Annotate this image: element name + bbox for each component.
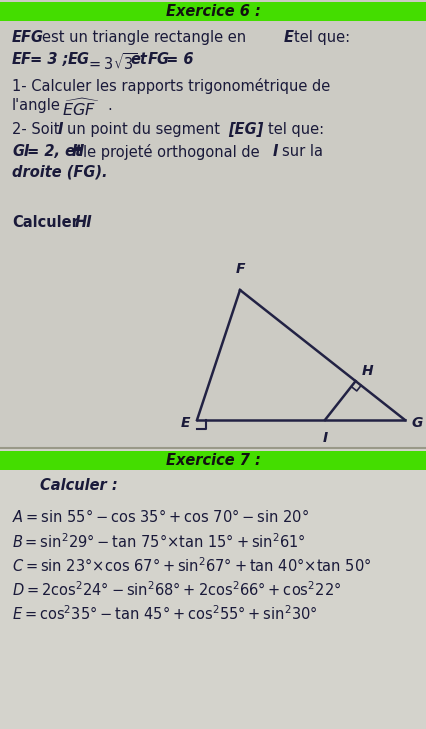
Text: $E = \cos^2\!35°-\tan\,45°+\cos^2\!55°+\sin^2\!30°$: $E = \cos^2\!35°-\tan\,45°+\cos^2\!55°+\… [12, 604, 317, 623]
Text: 2- Soit: 2- Soit [12, 122, 60, 137]
Text: tel que:: tel que: [268, 122, 324, 137]
Text: FG: FG [148, 52, 170, 67]
Text: H: H [362, 364, 374, 378]
Text: H: H [72, 144, 84, 159]
Text: $C = \sin\,23°{\times}\cos\,67°+\sin^2\!67°+\tan\,40°{\times}\tan\,50°$: $C = \sin\,23°{\times}\cos\,67°+\sin^2\!… [12, 556, 371, 574]
Text: est un triangle rectangle en: est un triangle rectangle en [42, 30, 246, 45]
Text: un point du segment: un point du segment [67, 122, 220, 137]
Bar [0, 2, 426, 21]
Text: sur la: sur la [282, 144, 323, 159]
Text: droite (FG).: droite (FG). [12, 164, 107, 179]
Text: $A = \sin\,55°-\cos\,35°+\cos\,70°-\sin\,20°$: $A = \sin\,55°-\cos\,35°+\cos\,70°-\sin\… [12, 508, 309, 525]
Bar [0, 449, 426, 729]
Text: G: G [412, 416, 423, 430]
Text: [EG]: [EG] [228, 122, 263, 137]
Text: .: . [107, 98, 112, 113]
Text: $= 3\sqrt{3}$: $= 3\sqrt{3}$ [86, 52, 137, 73]
Bar [0, 451, 426, 470]
Text: F: F [235, 262, 245, 276]
Text: EFG: EFG [12, 30, 44, 45]
Text: et: et [130, 52, 147, 67]
Text: EF: EF [12, 52, 32, 67]
Text: GI: GI [12, 144, 29, 159]
Text: $\widehat{EGF}$: $\widehat{EGF}$ [62, 98, 100, 120]
Text: I: I [58, 122, 63, 137]
Text: EG: EG [68, 52, 90, 67]
Text: $D = 2\cos^2\!24°-\sin^2\!68°+2\cos^2\!66°+\cos^2\!22°$: $D = 2\cos^2\!24°-\sin^2\!68°+2\cos^2\!6… [12, 580, 341, 599]
Text: E: E [180, 416, 190, 430]
Text: I: I [322, 431, 328, 445]
Text: $B = \sin^2\!29°-\tan\,75°{\times}\tan\,15°+\sin^2\!61°$: $B = \sin^2\!29°-\tan\,75°{\times}\tan\,… [12, 532, 306, 550]
Text: = 6: = 6 [166, 52, 193, 67]
Text: E: E [284, 30, 294, 45]
Text: le projeté orthogonal de: le projeté orthogonal de [83, 144, 259, 160]
Text: HI: HI [75, 215, 93, 230]
Text: Exercice 6 :: Exercice 6 : [166, 4, 260, 19]
Text: Calculer :: Calculer : [40, 478, 118, 493]
Text: I: I [273, 144, 279, 159]
Text: = 2, et: = 2, et [27, 144, 82, 159]
Text: 1- Calculer les rapports trigonométrique de: 1- Calculer les rapports trigonométrique… [12, 78, 330, 94]
Text: tel que:: tel que: [294, 30, 350, 45]
Text: Exercice 7 :: Exercice 7 : [166, 453, 260, 468]
Text: Calculer: Calculer [12, 215, 79, 230]
Text: l'angle: l'angle [12, 98, 61, 113]
Text: = 3 ;: = 3 ; [30, 52, 69, 67]
